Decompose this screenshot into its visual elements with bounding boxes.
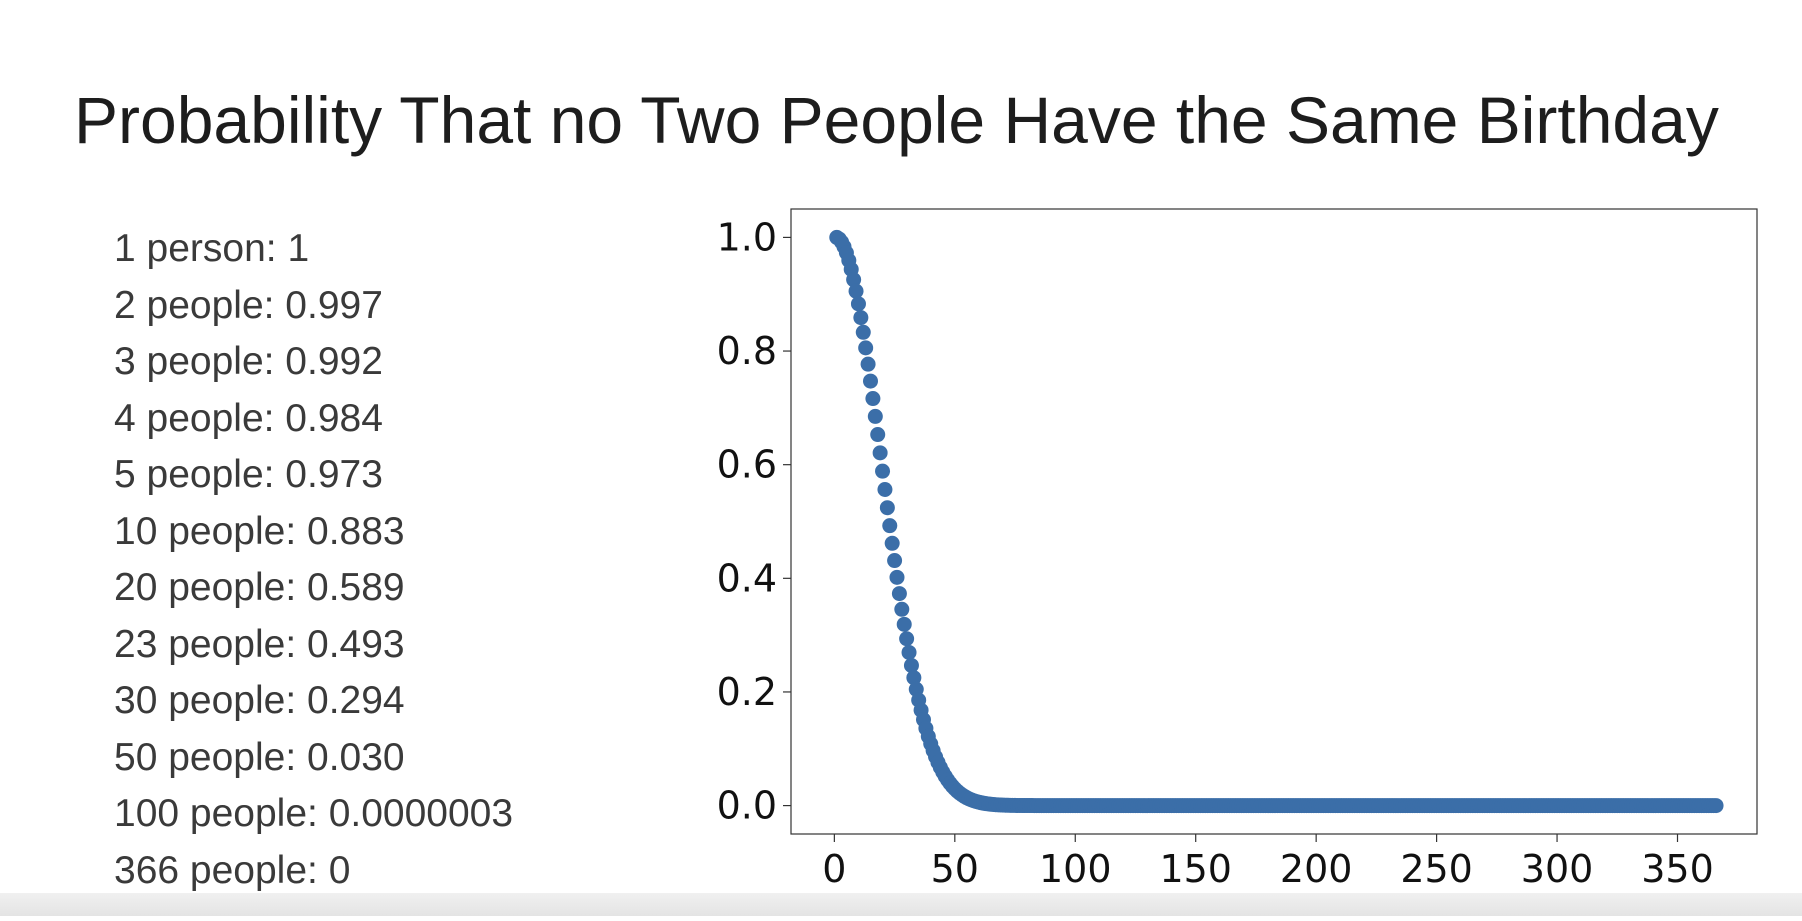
list-item: 4 people: 0.984 bbox=[114, 396, 383, 440]
x-tick-label: 100 bbox=[1039, 847, 1112, 891]
data-point bbox=[867, 408, 883, 424]
data-point bbox=[877, 482, 893, 498]
y-tick-label: 0.8 bbox=[717, 329, 777, 373]
data-point bbox=[1708, 798, 1724, 814]
data-point bbox=[889, 569, 905, 585]
list-item: 10 people: 0.883 bbox=[114, 509, 405, 553]
data-point bbox=[846, 272, 862, 288]
data-point bbox=[903, 657, 919, 673]
x-tick-label: 0 bbox=[822, 847, 846, 891]
data-point bbox=[862, 373, 878, 389]
x-tick-label: 200 bbox=[1280, 847, 1353, 891]
data-point bbox=[865, 391, 881, 407]
x-tick-label: 350 bbox=[1641, 847, 1714, 891]
plot-frame bbox=[790, 208, 1758, 835]
list-item: 366 people: 0 bbox=[114, 848, 351, 892]
x-tick-label: 150 bbox=[1159, 847, 1232, 891]
data-point bbox=[901, 644, 917, 660]
list-item: 23 people: 0.493 bbox=[114, 622, 405, 666]
data-point bbox=[872, 445, 888, 461]
x-tick-label: 250 bbox=[1400, 847, 1473, 891]
list-item: 2 people: 0.997 bbox=[114, 283, 383, 327]
data-point bbox=[879, 500, 895, 516]
list-item: 30 people: 0.294 bbox=[114, 679, 405, 722]
data-point bbox=[850, 296, 866, 312]
data-point bbox=[853, 310, 869, 326]
data-point bbox=[875, 463, 891, 479]
data-point bbox=[858, 340, 874, 356]
list-item: 1 person: 1 bbox=[114, 227, 310, 270]
data-point bbox=[882, 518, 898, 534]
y-tick-label: 0.0 bbox=[717, 784, 777, 828]
list-item: 50 people: 0.030 bbox=[114, 735, 405, 779]
data-point bbox=[896, 616, 912, 632]
chart-title: Probability That no Two People Have the … bbox=[74, 83, 1719, 157]
data-point bbox=[860, 356, 876, 372]
data-point bbox=[848, 283, 864, 299]
data-point bbox=[855, 324, 871, 340]
data-point bbox=[894, 601, 910, 617]
list-item: 5 people: 0.973 bbox=[114, 453, 383, 496]
y-tick-label: 0.4 bbox=[717, 556, 777, 600]
y-tick-label: 0.2 bbox=[717, 670, 777, 714]
list-item: 3 people: 0.992 bbox=[114, 340, 383, 383]
data-point bbox=[906, 670, 922, 686]
data-point bbox=[884, 535, 900, 551]
list-item: 100 people: 0.0000003 bbox=[114, 792, 514, 835]
data-point bbox=[899, 631, 915, 647]
data-point bbox=[891, 586, 907, 602]
probability-list: 1 person: 1 2 people: 0.997 3 people: 0.99… bbox=[114, 221, 513, 899]
y-tick-label: 1.0 bbox=[717, 215, 777, 259]
bottom-bar bbox=[0, 893, 1802, 916]
x-tick-label: 300 bbox=[1521, 847, 1594, 891]
x-tick-label: 50 bbox=[931, 847, 979, 891]
data-point bbox=[870, 427, 886, 443]
list-item: 20 people: 0.589 bbox=[114, 566, 405, 609]
y-tick-label: 0.6 bbox=[717, 443, 777, 487]
data-point bbox=[887, 553, 903, 569]
